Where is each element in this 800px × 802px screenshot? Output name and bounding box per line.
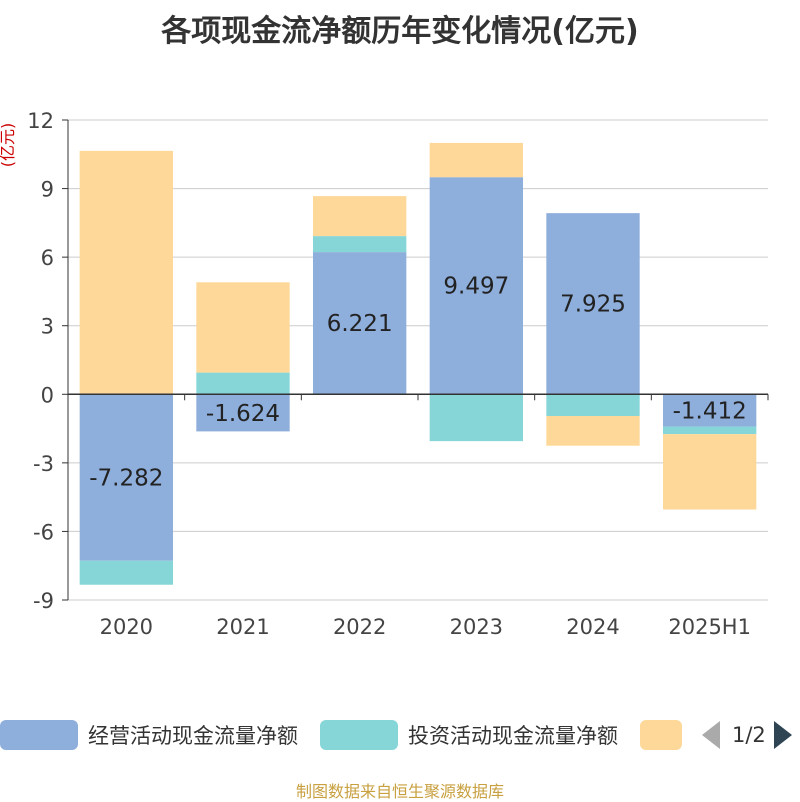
bar-series1-2025H1 bbox=[663, 426, 757, 435]
legend-item-investing[interactable]: 投资活动现金流量净额 bbox=[320, 713, 618, 757]
x-tick-label: 2023 bbox=[450, 615, 503, 639]
data-label: -1.412 bbox=[673, 398, 747, 424]
bar-series2-2021 bbox=[196, 282, 290, 373]
y-tick-label: -6 bbox=[33, 520, 54, 544]
bar-series2-2024 bbox=[546, 416, 640, 446]
bar-series1-2024 bbox=[546, 394, 640, 416]
legend-pager: 1/2 bbox=[700, 713, 800, 757]
bar-series2-2020 bbox=[79, 150, 173, 395]
x-tick-label: 2025H1 bbox=[668, 615, 751, 639]
legend-label-operating: 经营活动现金流量净额 bbox=[88, 724, 298, 748]
y-tick-label: -3 bbox=[33, 452, 54, 476]
data-label: 9.497 bbox=[443, 274, 509, 300]
bar-series2-2023 bbox=[429, 142, 523, 178]
pager-next-icon[interactable] bbox=[773, 721, 792, 749]
legend-item-operating[interactable]: 经营活动现金流量净额 bbox=[0, 713, 298, 757]
bar-series1-2022 bbox=[313, 236, 407, 253]
bar-series2-2025H1 bbox=[663, 434, 757, 510]
bar-series0-2023 bbox=[429, 177, 523, 395]
x-tick-label: 2020 bbox=[100, 615, 153, 639]
x-tick-label: 2022 bbox=[333, 615, 386, 639]
y-tick-label: -9 bbox=[33, 589, 54, 613]
y-tick-label: 9 bbox=[41, 178, 54, 202]
bar-series0-2021 bbox=[196, 394, 290, 432]
bar-series1-2023 bbox=[429, 394, 523, 442]
bar-series2-2022 bbox=[313, 196, 407, 237]
data-label: -1.624 bbox=[206, 401, 280, 427]
pager-prev-icon[interactable] bbox=[702, 721, 720, 749]
bar-series0-2020 bbox=[79, 394, 173, 561]
bar-series1-2020 bbox=[79, 560, 173, 585]
x-tick-label: 2021 bbox=[216, 615, 269, 639]
y-tick-label: 3 bbox=[41, 315, 54, 339]
legend-swatch-investing bbox=[320, 720, 398, 750]
data-label: 7.925 bbox=[560, 292, 626, 318]
bar-series1-2021 bbox=[196, 372, 290, 395]
source-footer: 制图数据来自恒生聚源数据库 bbox=[295, 782, 504, 801]
y-axis-label: (亿元) bbox=[0, 123, 17, 168]
pager-indicator: 1/2 bbox=[732, 723, 766, 747]
legend-label-investing: 投资活动现金流量净额 bbox=[408, 724, 618, 748]
y-tick-label: 0 bbox=[41, 383, 54, 407]
legend-item-third[interactable] bbox=[640, 713, 692, 757]
y-tick-label: 6 bbox=[41, 246, 54, 270]
x-tick-label: 2024 bbox=[566, 615, 619, 639]
chart-title: 各项现金流净额历年变化情况(亿元) bbox=[161, 14, 639, 49]
legend-swatch-operating bbox=[0, 720, 78, 750]
bar-series0-2024 bbox=[546, 213, 640, 395]
legend-swatch-third bbox=[640, 720, 682, 750]
bar-series0-2025H1 bbox=[663, 394, 757, 427]
bar-series0-2022 bbox=[313, 252, 407, 395]
data-label: -7.282 bbox=[89, 466, 163, 492]
y-tick-label: 12 bbox=[27, 109, 54, 133]
legend: 经营活动现金流量净额 投资活动现金流量净额 bbox=[0, 713, 800, 757]
data-label: 6.221 bbox=[327, 311, 393, 337]
